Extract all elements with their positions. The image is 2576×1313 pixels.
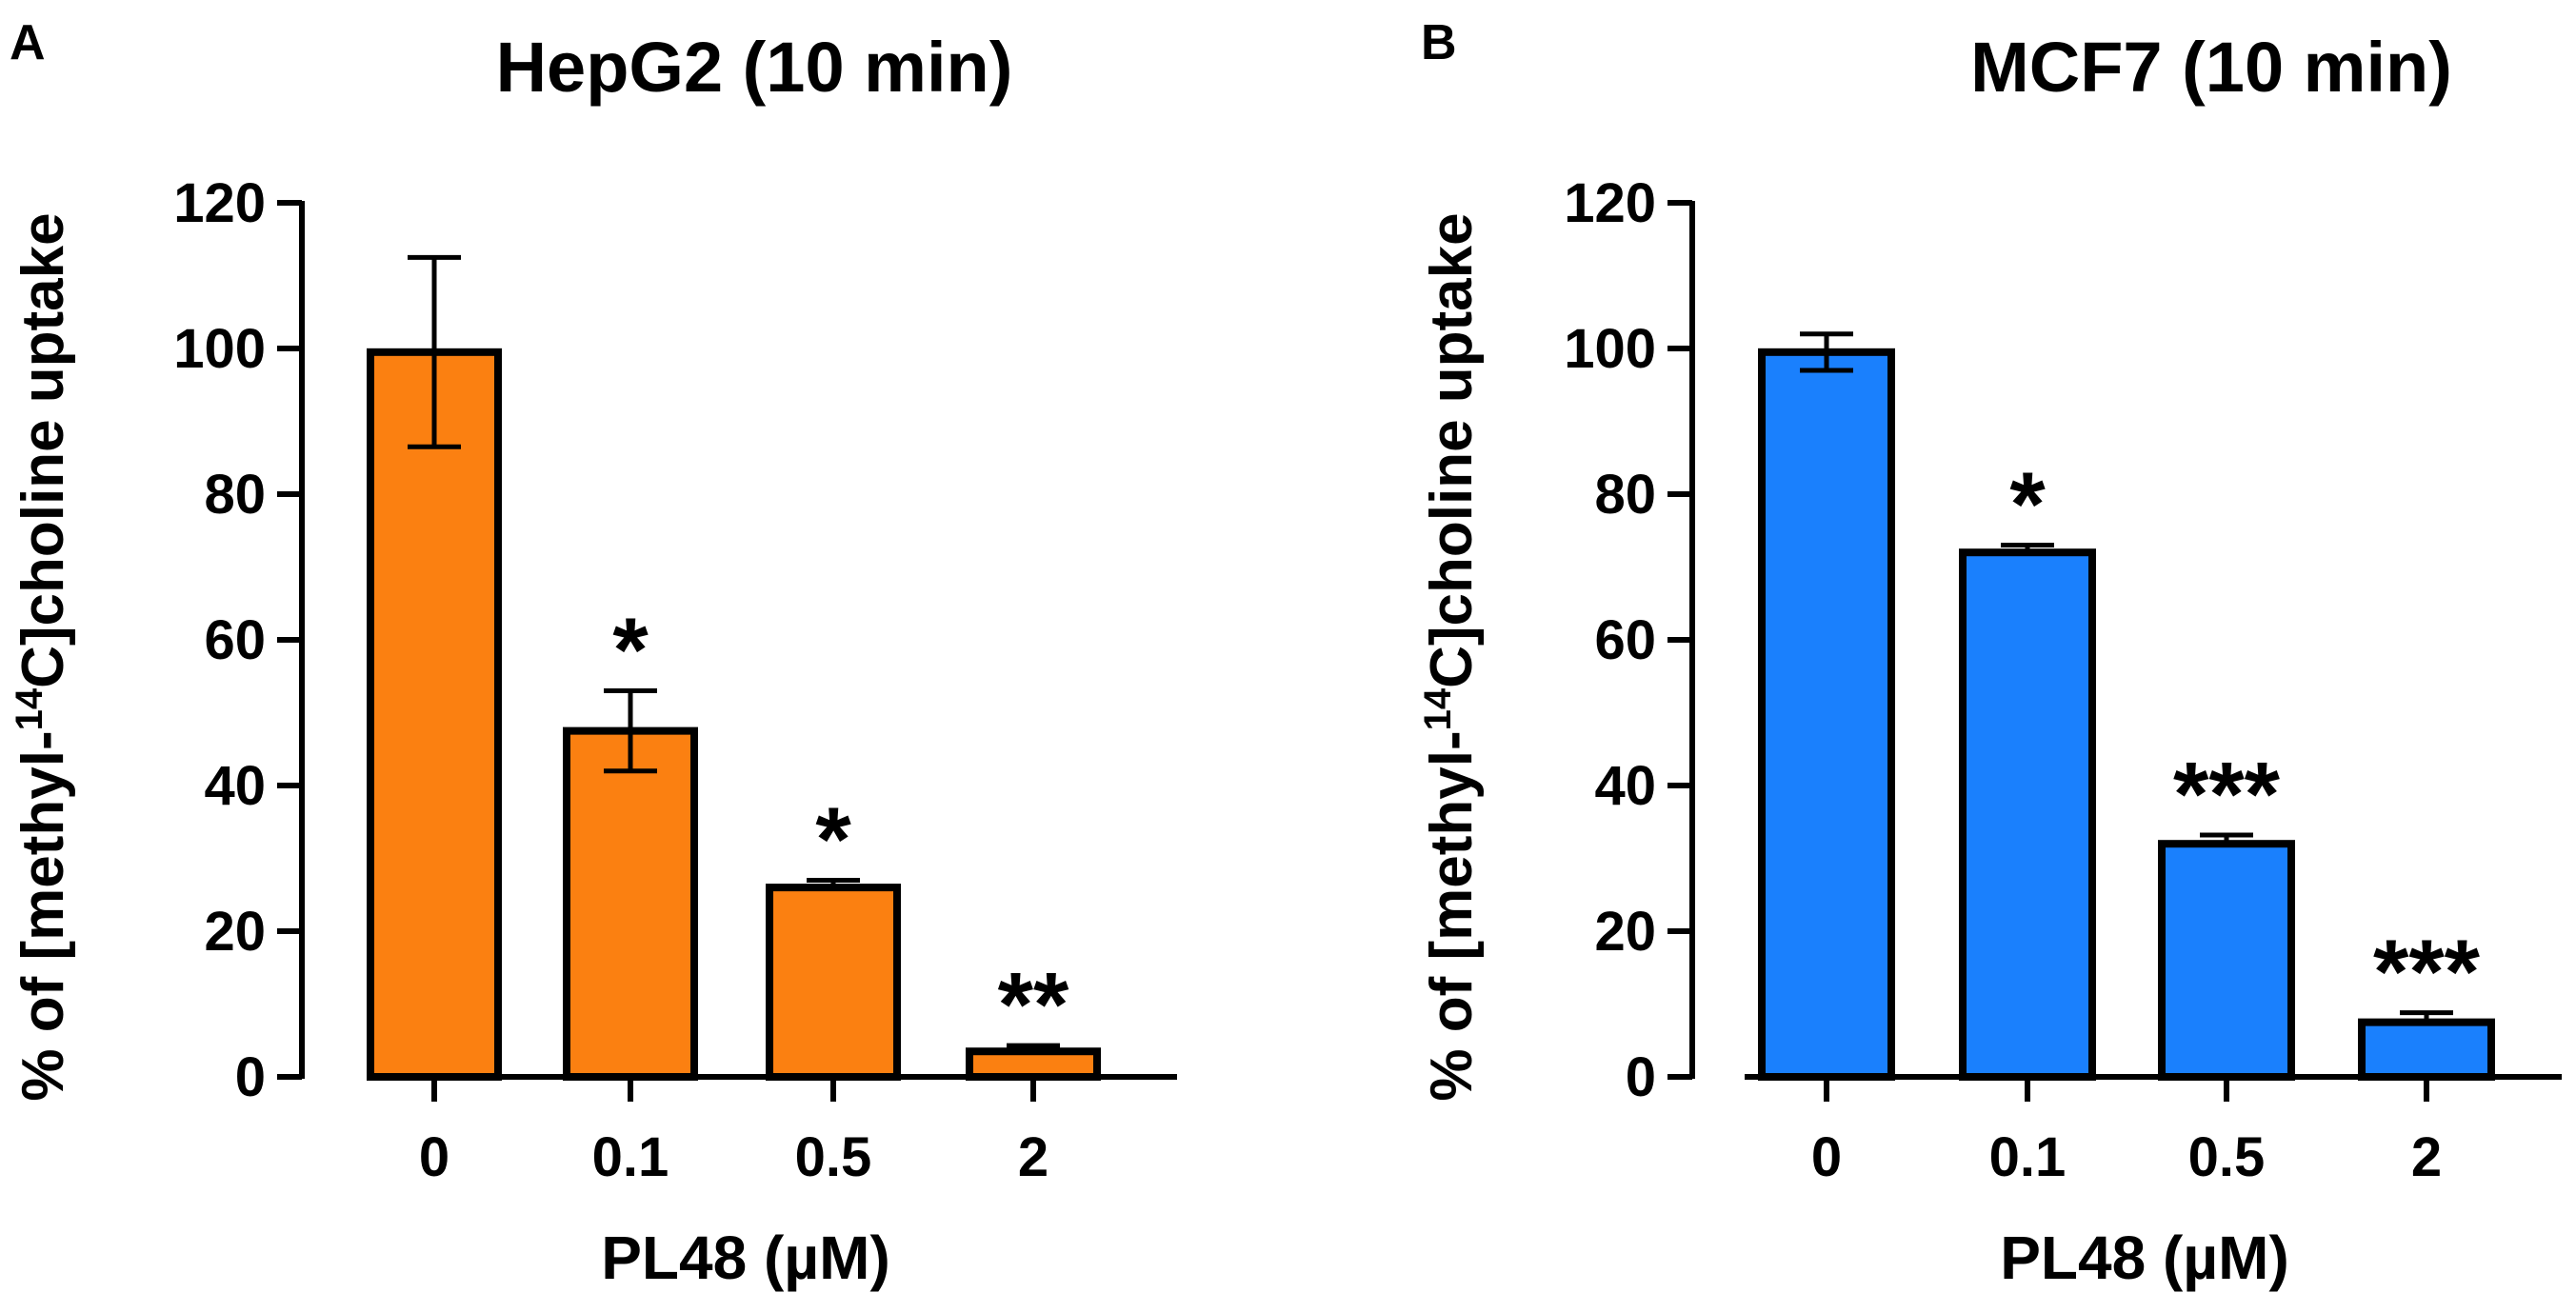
x-tick-label-b: 0.5: [2188, 1126, 2266, 1188]
y-tick-label-a: 0: [235, 1046, 266, 1108]
x-tick-label-a: 0: [419, 1126, 449, 1188]
y-axis-label-b-before: % of [methyl-: [1419, 730, 1485, 1101]
x-tick-label-a: 2: [1018, 1126, 1048, 1188]
y-axis-label-b-after: C]choline uptake: [1419, 212, 1485, 688]
bar-a-0: [367, 348, 502, 1081]
bar-a-2: [766, 884, 901, 1081]
y-tick-label-b: 0: [1626, 1046, 1656, 1108]
plot-area-b: 0 20 40 60 80 100 120 0 0.1 * 0.5 *** 2 ***: [1564, 172, 2562, 1188]
significance-label-a: *: [815, 788, 851, 890]
y-tick-label-a: 40: [204, 755, 266, 817]
panel-letter-a: A: [10, 15, 46, 70]
y-axis-label-a-before: % of [methyl-: [10, 730, 76, 1101]
significance-label-a: *: [612, 600, 649, 702]
significance-label-b: *: [2009, 454, 2046, 556]
y-axis-label-a-after: C]choline uptake: [10, 212, 76, 688]
x-axis-label-a: PL48 (µM): [601, 1223, 890, 1292]
x-tick-label-a: 0.1: [592, 1126, 669, 1188]
y-tick-label-a: 100: [173, 318, 266, 380]
x-tick-label-a: 0.5: [795, 1126, 872, 1188]
bar-b-1: [1959, 548, 2096, 1081]
chart-title-b: MCF7 (10 min): [1970, 28, 2452, 107]
significance-label-a: **: [998, 954, 1069, 1056]
x-tick-label-b: 0: [1811, 1126, 1842, 1188]
x-tick-label-b: 0.1: [1989, 1126, 2067, 1188]
x-tick-label-b: 2: [2411, 1126, 2442, 1188]
bar-b-2: [2158, 840, 2295, 1082]
y-tick-label-b: 60: [1594, 609, 1656, 671]
y-tick-label-a: 60: [204, 609, 266, 671]
bar-b-3: [2358, 1018, 2495, 1081]
y-axis-label-b-superscript: 14: [1417, 687, 1459, 730]
chart-title-a: HepG2 (10 min): [496, 28, 1013, 107]
y-axis-label-b: % of [methyl-14C]choline uptake: [1417, 212, 1485, 1101]
y-tick-label-b: 80: [1594, 464, 1656, 526]
panel-a: A HepG2 (10 min) % of [methyl-14C]cholin…: [9, 15, 1177, 1292]
panel-letter-b: B: [1421, 15, 1457, 70]
significance-label-b: ***: [2173, 744, 2281, 845]
y-axis-label-a-superscript: 14: [9, 687, 50, 730]
significance-label-b: ***: [2373, 922, 2481, 1024]
y-tick-label-a: 80: [204, 464, 266, 526]
panel-b: B MCF7 (10 min) % of [methyl-14C]choline…: [1417, 15, 2562, 1292]
y-tick-label-a: 20: [204, 901, 266, 963]
y-tick-label-b: 20: [1594, 901, 1656, 963]
y-axis-label-a: % of [methyl-14C]choline uptake: [9, 212, 76, 1101]
x-axis-label-b: PL48 (µM): [2000, 1223, 2289, 1292]
y-tick-label-a: 120: [173, 172, 266, 234]
y-tick-label-b: 100: [1564, 318, 1656, 380]
bar-b-0: [1758, 348, 1895, 1081]
y-tick-label-b: 120: [1564, 172, 1656, 234]
y-tick-label-b: 40: [1594, 755, 1656, 817]
bar-a-1: [563, 726, 698, 1081]
plot-area-a: 0 20 40 60 80 100 120 0 0.1 * 0.5 * 2 **: [173, 172, 1177, 1188]
